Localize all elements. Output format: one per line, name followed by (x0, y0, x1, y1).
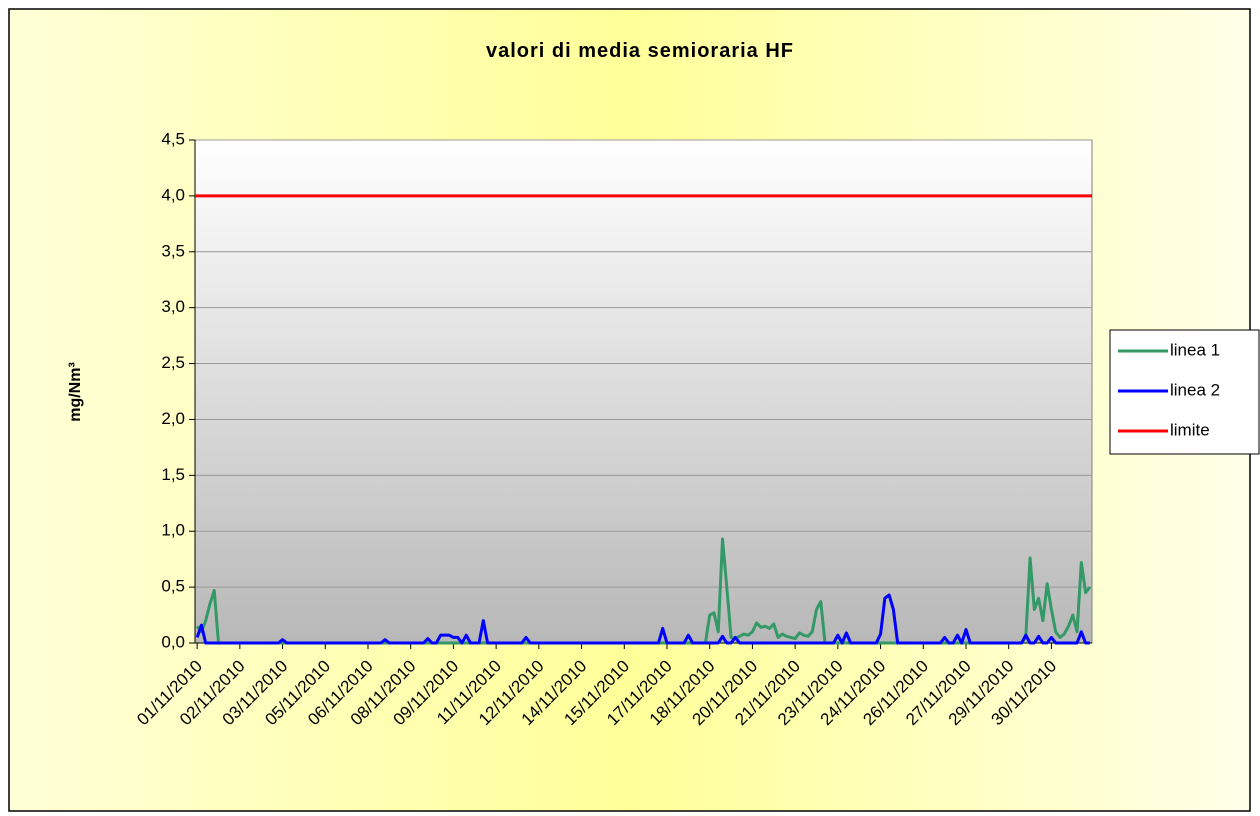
plot-area (194, 139, 1093, 644)
legend-label: linea 1 (1170, 340, 1220, 359)
y-tick-label: 1,0 (161, 521, 185, 540)
y-tick-label: 3,5 (161, 241, 185, 260)
y-tick-label: 0,5 (161, 577, 185, 596)
chart-title: valori di media semioraria HF (486, 40, 794, 62)
y-tick-label: 4,5 (161, 129, 185, 148)
series-line (195, 593, 1090, 645)
legend-label: linea 2 (1170, 380, 1220, 399)
y-axis-label: mg/Nm³ (67, 362, 84, 422)
y-tick-label: 4,0 (161, 185, 185, 204)
y-tick-label: 2,5 (161, 353, 185, 372)
y-tick-label: 1,5 (161, 465, 185, 484)
y-tick-label: 3,0 (161, 297, 185, 316)
y-tick-label: 2,0 (161, 409, 185, 428)
legend-label: limite (1170, 420, 1210, 439)
y-tick-label: 0,0 (161, 632, 185, 651)
